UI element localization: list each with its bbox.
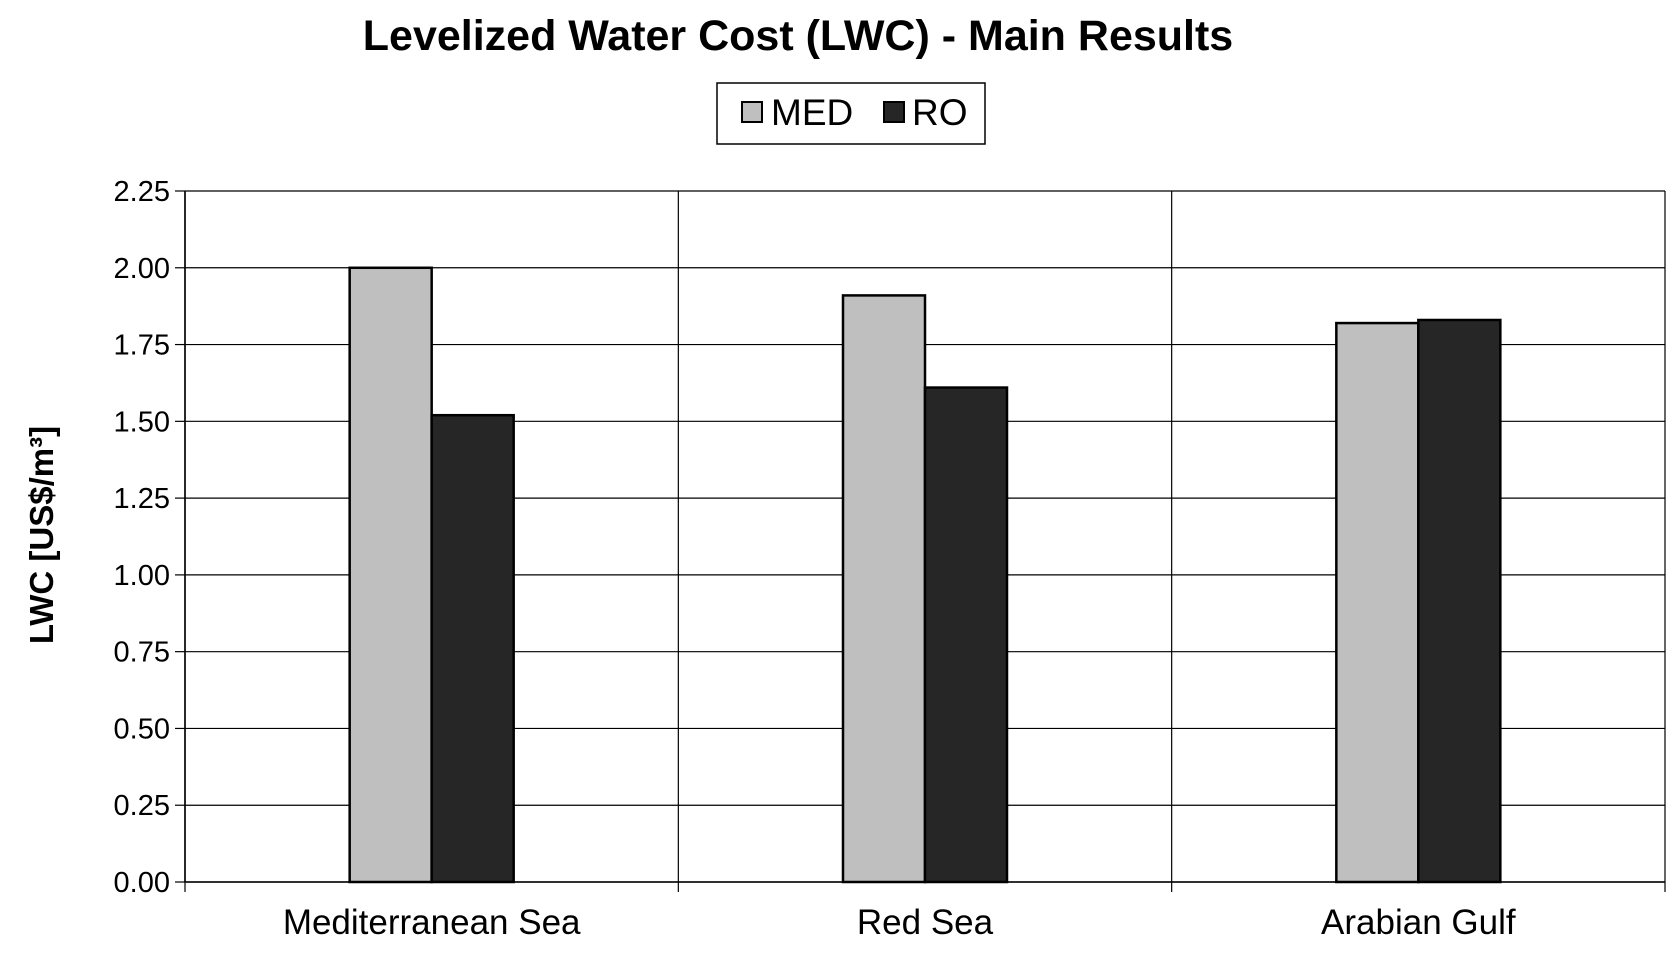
legend-label-ro: RO	[912, 92, 968, 133]
y-tick-label: 1.25	[114, 483, 170, 515]
chart-title: Levelized Water Cost (LWC) - Main Result…	[363, 12, 1233, 60]
y-tick-label: 1.00	[114, 560, 170, 592]
x-tick-label: Arabian Gulf	[1321, 903, 1516, 942]
x-tick-label: Red Sea	[857, 903, 994, 942]
legend-label-med: MED	[771, 92, 853, 133]
bar-ro-mediterranean-sea	[430, 413, 515, 884]
legend-swatch-med	[741, 101, 763, 123]
y-tick-label: 1.75	[114, 330, 170, 362]
bar-med-arabian-gulf	[1335, 321, 1420, 884]
bar-med-red-sea	[841, 294, 927, 884]
y-tick-label: 0.50	[114, 713, 170, 745]
bars	[348, 266, 1502, 884]
x-tick-label: Mediterranean Sea	[283, 903, 581, 942]
y-tick-label: 2.25	[114, 176, 170, 208]
bar-ro-red-sea	[923, 386, 1009, 884]
axes: 0.00 0.25 0.50 0.75 1.00 1.25 1.50 1.75 2.00 2.25…	[114, 176, 1665, 942]
y-tick-label: 0.25	[114, 790, 170, 822]
legend: MED RO	[716, 82, 986, 145]
y-tick-label: 0.00	[114, 867, 170, 899]
y-tick-label: 0.75	[114, 637, 170, 669]
bar-ro-arabian-gulf	[1417, 318, 1502, 884]
y-tick-label: 1.50	[114, 406, 170, 438]
y-axis-label: LWC [US$/m³]	[23, 426, 60, 644]
y-tick-label: 2.00	[114, 253, 170, 285]
legend-swatch-ro	[883, 101, 905, 123]
bar-med-mediterranean-sea	[348, 266, 433, 884]
